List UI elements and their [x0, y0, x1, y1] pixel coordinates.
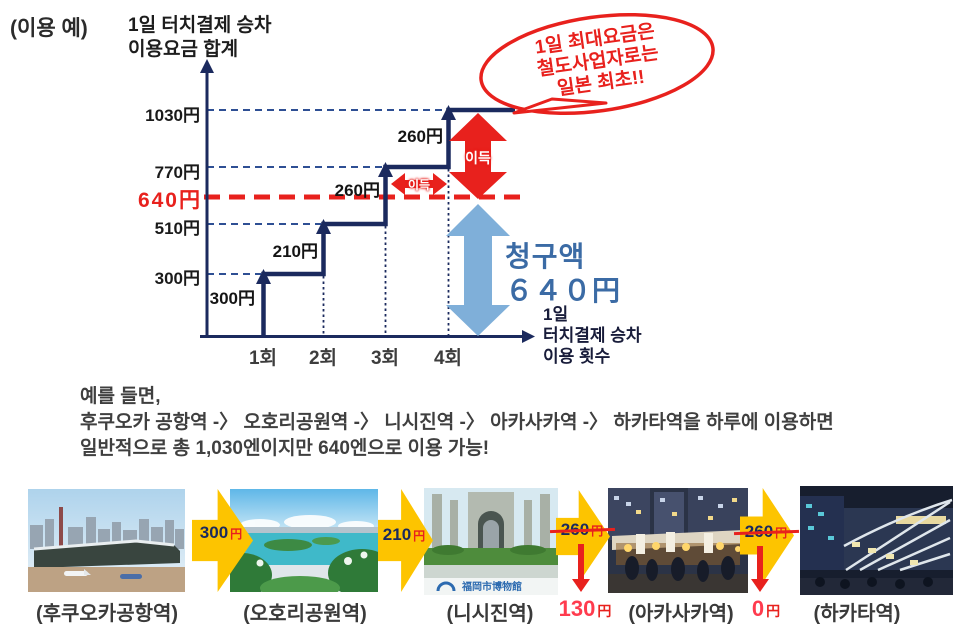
- gain-label-small: 이득: [407, 178, 431, 192]
- y-axis-title-line2: 이용요금 합계: [128, 39, 239, 60]
- fare-label-4-struck: 260円: [733, 522, 799, 542]
- gain-label-big: 이득: [465, 150, 491, 166]
- lit-windows-teal: [806, 504, 834, 540]
- small-aircraft: [64, 569, 142, 579]
- x-tick-4: 4회: [433, 348, 463, 369]
- billed-amount-label: 청구액 ６４０円: [505, 240, 621, 308]
- y-tick-300: 300円: [154, 269, 200, 288]
- photo-ohori-park-station: [230, 489, 378, 592]
- usage-example-note: (이용 예): [10, 17, 88, 40]
- step-label-3: 260円: [334, 181, 380, 200]
- lit-windows-warm: [852, 542, 918, 565]
- fare-label-2: 210 円: [377, 525, 431, 545]
- discount-arrow-3: [572, 544, 590, 592]
- night-buildings: [608, 488, 748, 540]
- gate-columns: [432, 494, 550, 548]
- hakata-station-illustration: [800, 486, 953, 595]
- x-axis-title-line3: 이용 횟수: [543, 347, 611, 366]
- billed-amount-arrow: [446, 204, 510, 336]
- y-tick-1030: 1030円: [145, 106, 200, 125]
- fare-unit: 円: [413, 529, 426, 543]
- example-paragraph: 예를 들면, 후쿠오카 공항역 -〉 오호리공원역 -〉 니시진역 -〉 아카사…: [80, 384, 834, 462]
- y-tick-770: 770円: [154, 163, 200, 182]
- left-building: [800, 496, 844, 570]
- discount-arrow-4: [751, 546, 769, 592]
- street-ground: [608, 574, 748, 593]
- plaza-ground: [800, 578, 953, 595]
- x-axis-arrowhead: [522, 330, 535, 343]
- people-silhouettes: [625, 556, 735, 582]
- y-axis-title: 1일 터치결제 승차 이용요금 합계: [128, 14, 272, 62]
- fare-unit: 円: [230, 527, 243, 541]
- station-label-ohori-park: (오호리공원역): [243, 603, 367, 625]
- museum-sign-band: [424, 578, 558, 595]
- plaza-wall: [424, 565, 558, 578]
- lake-park-illustration: [230, 489, 378, 592]
- night-food-stalls-illustration: [608, 488, 748, 593]
- terminal-building: [34, 541, 180, 568]
- discounted-unit: 円: [597, 603, 612, 619]
- discounted-unit: 円: [766, 603, 781, 619]
- billed-line1: 청구액: [505, 241, 586, 272]
- apron-ground: [28, 567, 185, 592]
- step-label-1: 300円: [209, 289, 255, 308]
- step-line: [261, 107, 515, 336]
- y-axis-title-line1: 1일 터치결제 승차: [128, 15, 272, 36]
- photo-nishijin-station: 福岡市博物館: [424, 488, 558, 595]
- museum-gate-illustration: 福岡市博物館: [424, 488, 558, 595]
- discounted-fare-3: 130 円: [552, 596, 618, 622]
- station-label-akasaka: (아카사카역): [628, 603, 734, 625]
- lanterns: [624, 542, 741, 552]
- fare-amount: 300: [199, 523, 229, 542]
- terminal-roofline: [33, 539, 175, 551]
- station-label-nishijin: (니시진역): [446, 603, 534, 625]
- distant-city: [230, 527, 378, 534]
- museum-logo-arc: [436, 581, 456, 592]
- station-label-hakata: (하카타역): [813, 603, 901, 625]
- step-label-4: 260円: [397, 127, 443, 146]
- photo-fukuoka-airport-station: [28, 489, 185, 592]
- city-skyline: [30, 517, 184, 549]
- paragraph-line3: 일반적으로 총 1,030엔이지만 640엔으로 이용 가능!: [80, 438, 490, 459]
- speech-bubble-text: 1일 최대요금은 철도사업자로는 일본 최초!!: [483, 14, 712, 110]
- museum-sign-text: 福岡市博物館: [461, 580, 522, 593]
- station-label-fukuoka-airport: (후쿠오카공항역): [35, 603, 179, 625]
- canopy-truss: [843, 498, 953, 572]
- x-axis-title: 1일 터치결제 승차 이용 횟수: [543, 304, 642, 367]
- x-tick-3: 3회: [370, 348, 400, 369]
- x-tick-2: 2회: [308, 348, 338, 369]
- blossoms: [256, 551, 368, 567]
- fare-label-1: 300 円: [192, 523, 250, 543]
- fare-amount: 210: [382, 525, 412, 544]
- y-tick-640-cap: 640円: [137, 189, 202, 212]
- x-axis-title-line1: 1일: [543, 305, 569, 324]
- paragraph-line2: 후쿠오카 공항역 -〉 오호리공원역 -〉 니시진역 -〉 아카사카역 -〉 하…: [80, 412, 834, 433]
- stall-banners: [636, 532, 713, 554]
- crowd-silhouettes: [815, 577, 933, 589]
- x-axis-title-line2: 터치결제 승차: [543, 326, 642, 345]
- discounted-amount: 0: [751, 596, 765, 621]
- billed-line2: ６４０円: [505, 275, 622, 306]
- photo-hakata-station: [800, 486, 953, 595]
- photo-akasaka-station: [608, 488, 748, 593]
- paragraph-line1: 예를 들면,: [80, 386, 161, 407]
- step-label-2: 210円: [272, 242, 318, 261]
- airport-illustration: [28, 489, 185, 592]
- x-tick-1: 1회: [248, 348, 278, 369]
- lake-island: [264, 539, 312, 551]
- y-tick-510: 510円: [154, 219, 200, 238]
- discounted-amount: 130: [558, 596, 596, 621]
- fare-label-3-struck: 260円: [549, 520, 615, 540]
- fukuoka-tower: [59, 507, 63, 549]
